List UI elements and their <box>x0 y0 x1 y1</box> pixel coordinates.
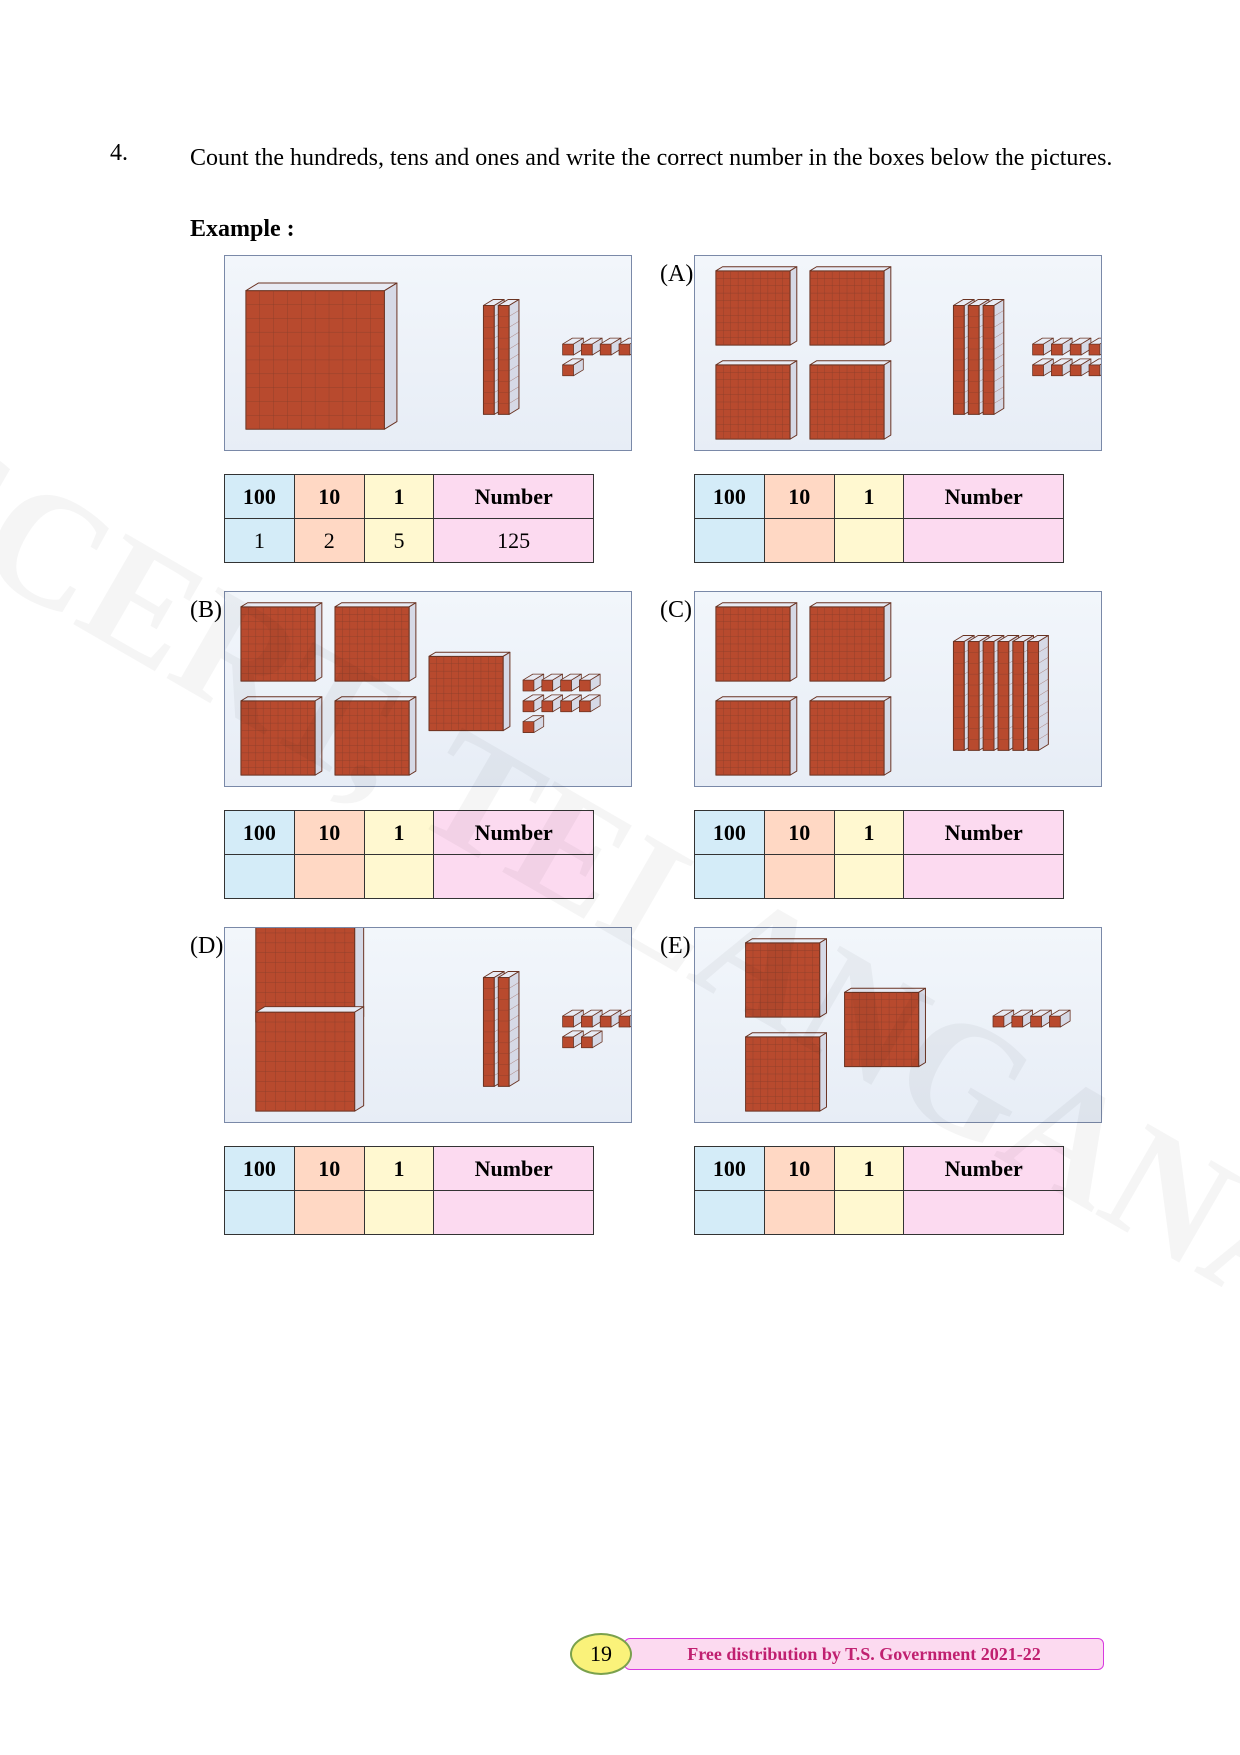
th-num: Number <box>434 475 594 519</box>
problem-example: 100 10 1 Number 1 2 5 125 <box>190 255 632 563</box>
cell-num[interactable] <box>434 1191 594 1235</box>
letter-A: (A) <box>660 255 694 288</box>
blocks-E <box>694 927 1102 1123</box>
th-10: 10 <box>764 475 834 519</box>
th-1: 1 <box>834 1147 904 1191</box>
th-num: Number <box>434 811 594 855</box>
table-example: 100 10 1 Number 1 2 5 125 <box>224 474 594 563</box>
cell-num[interactable] <box>904 519 1064 563</box>
table-A: 100 10 1 Number <box>694 474 1064 563</box>
problem-D: (D) 100 10 1 Number <box>190 927 632 1235</box>
th-100: 100 <box>225 811 295 855</box>
th-1: 1 <box>364 475 434 519</box>
blocks-B <box>224 591 632 787</box>
footer: 19 Free distribution by T.S. Government … <box>0 1633 1240 1675</box>
row-1: 100 10 1 Number 1 2 5 125 <box>190 255 1130 563</box>
cell-10[interactable] <box>294 1191 364 1235</box>
letter-E: (E) <box>660 927 694 960</box>
cell-1[interactable] <box>364 1191 434 1235</box>
th-10: 10 <box>764 811 834 855</box>
cell-num[interactable] <box>904 1191 1064 1235</box>
cell-1[interactable] <box>834 855 904 899</box>
th-1: 1 <box>834 811 904 855</box>
th-1: 1 <box>364 811 434 855</box>
blocks-C <box>694 591 1102 787</box>
cell-10[interactable] <box>764 1191 834 1235</box>
th-10: 10 <box>294 811 364 855</box>
page-content: 4. Count the hundreds, tens and ones and… <box>0 0 1240 1235</box>
th-1: 1 <box>834 475 904 519</box>
th-num: Number <box>904 475 1064 519</box>
th-100: 100 <box>225 475 295 519</box>
row-2: (B) 100 10 1 Number <box>190 591 1130 899</box>
cell-100[interactable] <box>695 519 765 563</box>
th-10: 10 <box>294 475 364 519</box>
cell-100[interactable] <box>225 1191 295 1235</box>
blocks-D <box>224 927 632 1123</box>
th-num: Number <box>904 811 1064 855</box>
table-B: 100 10 1 Number <box>224 810 594 899</box>
cell-100[interactable] <box>695 1191 765 1235</box>
cell-1[interactable] <box>834 1191 904 1235</box>
cell-100[interactable]: 1 <box>225 519 295 563</box>
th-10: 10 <box>764 1147 834 1191</box>
th-100: 100 <box>695 811 765 855</box>
th-100: 100 <box>225 1147 295 1191</box>
problem-B: (B) 100 10 1 Number <box>190 591 632 899</box>
cell-10[interactable]: 2 <box>294 519 364 563</box>
table-C: 100 10 1 Number <box>694 810 1064 899</box>
problem-C: (C) 100 10 1 Number <box>660 591 1102 899</box>
cell-num[interactable] <box>904 855 1064 899</box>
example-label: Example : <box>190 216 1130 243</box>
letter-C: (C) <box>660 591 694 624</box>
th-num: Number <box>904 1147 1064 1191</box>
th-100: 100 <box>695 475 765 519</box>
blocks-example <box>224 255 632 451</box>
letter-example <box>190 255 224 261</box>
question-text: Count the hundreds, tens and ones and wr… <box>190 140 1130 176</box>
cell-1[interactable] <box>834 519 904 563</box>
problem-E: (E) 100 10 1 Number <box>660 927 1102 1235</box>
cell-100[interactable] <box>695 855 765 899</box>
problem-A: (A) 100 10 1 Number <box>660 255 1102 563</box>
cell-10[interactable] <box>764 519 834 563</box>
letter-D: (D) <box>190 927 224 960</box>
cell-100[interactable] <box>225 855 295 899</box>
cell-10[interactable] <box>294 855 364 899</box>
question-number: 4. <box>110 140 160 176</box>
blocks-A <box>694 255 1102 451</box>
page-number-badge: 19 <box>570 1633 632 1675</box>
th-num: Number <box>434 1147 594 1191</box>
row-3: (D) 100 10 1 Number <box>190 927 1130 1235</box>
table-E: 100 10 1 Number <box>694 1146 1064 1235</box>
th-100: 100 <box>695 1147 765 1191</box>
footer-text: Free distribution by T.S. Government 202… <box>624 1638 1104 1670</box>
cell-num[interactable]: 125 <box>434 519 594 563</box>
cell-1[interactable]: 5 <box>364 519 434 563</box>
th-10: 10 <box>294 1147 364 1191</box>
cell-10[interactable] <box>764 855 834 899</box>
th-1: 1 <box>364 1147 434 1191</box>
letter-B: (B) <box>190 591 224 624</box>
table-D: 100 10 1 Number <box>224 1146 594 1235</box>
question: 4. Count the hundreds, tens and ones and… <box>110 140 1130 176</box>
cell-num[interactable] <box>434 855 594 899</box>
cell-1[interactable] <box>364 855 434 899</box>
